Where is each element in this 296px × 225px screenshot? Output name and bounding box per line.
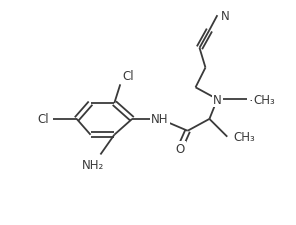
- Text: N: N: [221, 10, 230, 22]
- Text: NH₂: NH₂: [81, 159, 104, 172]
- Text: N: N: [213, 93, 222, 106]
- Text: —: —: [249, 93, 261, 106]
- Text: CH₃: CH₃: [233, 130, 255, 144]
- Text: O: O: [175, 142, 184, 155]
- Text: Cl: Cl: [122, 70, 134, 83]
- Text: NH: NH: [151, 113, 169, 126]
- Text: Cl: Cl: [37, 113, 49, 126]
- Text: CH₃: CH₃: [253, 93, 275, 106]
